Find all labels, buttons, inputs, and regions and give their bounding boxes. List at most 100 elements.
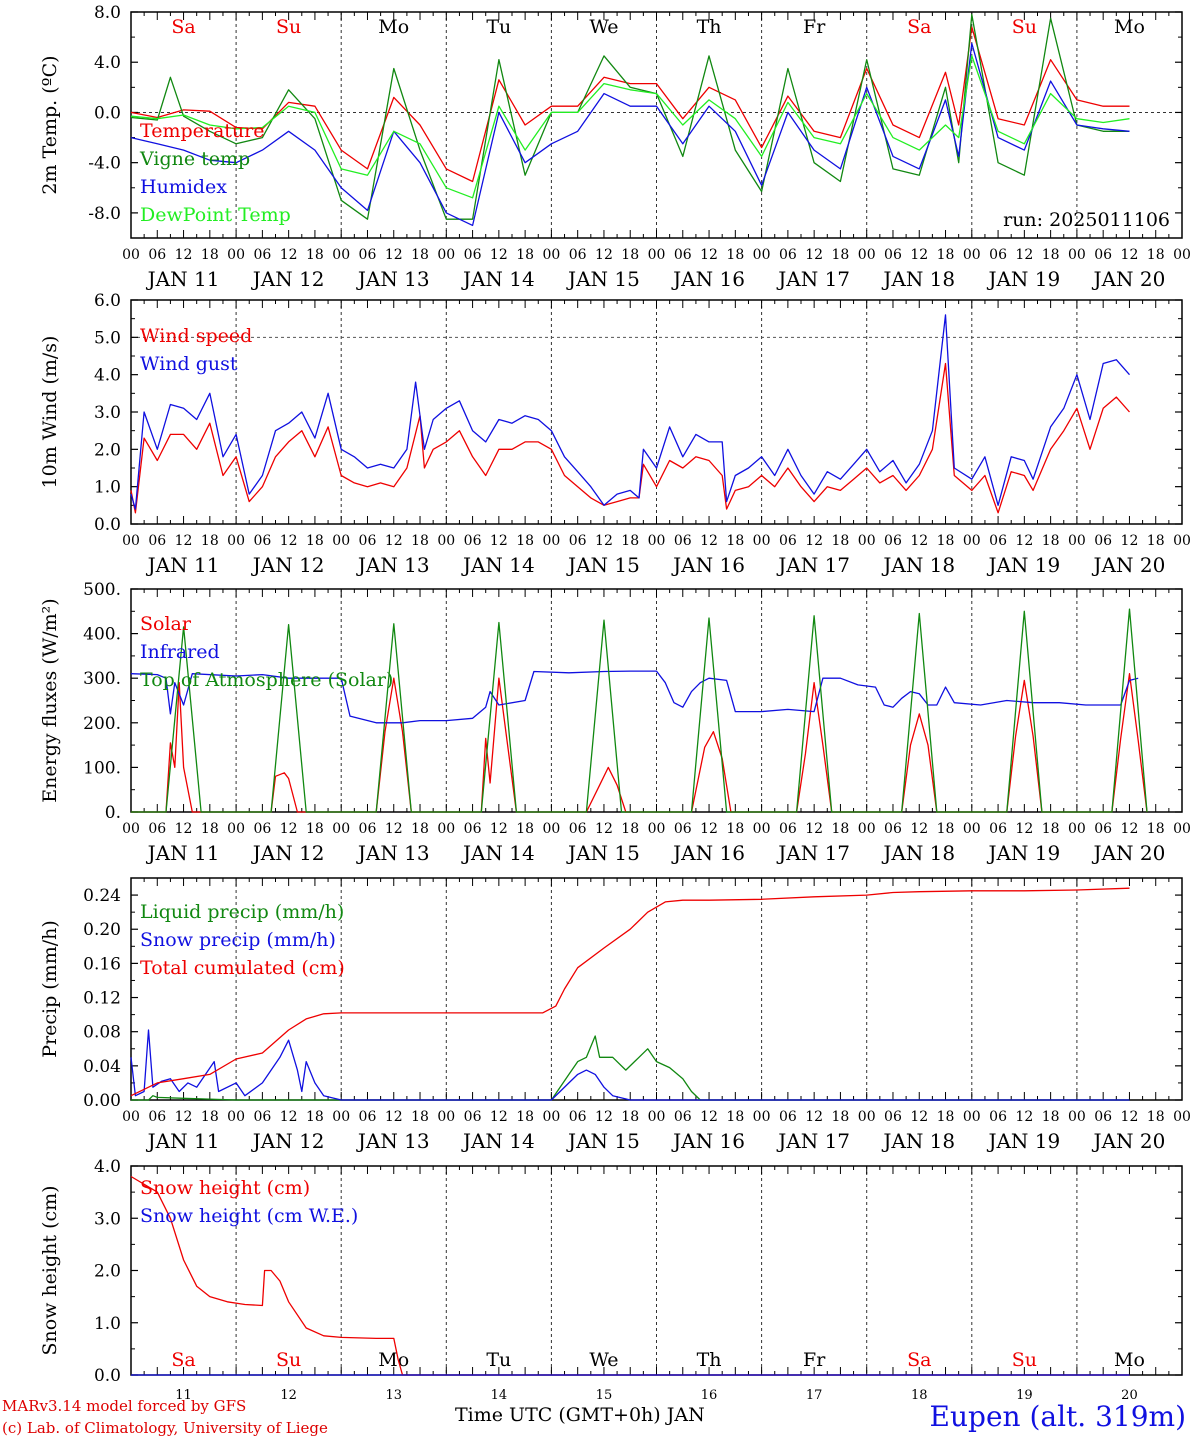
hour-tick-label: 12: [1015, 247, 1033, 263]
hour-tick-label: 18: [937, 533, 955, 549]
hour-tick-label: 06: [253, 247, 271, 263]
date-label: JAN 15: [566, 1129, 640, 1153]
date-label: JAN 20: [1092, 267, 1166, 291]
hour-tick-label: 12: [595, 1109, 613, 1125]
hour-tick-label: 00: [332, 533, 350, 549]
hour-tick-label: 00: [858, 821, 876, 837]
date-label: JAN 17: [776, 267, 850, 291]
panel-snow: 4.0 3.0 2.0 1.0 0.0 Snow height (cm) Sa Su Mo Tu W…: [39, 1157, 1183, 1403]
legend-entry: Vigne temp: [139, 148, 250, 170]
y-tick-label: 3.0: [94, 403, 121, 423]
weekday-label: Fr: [803, 1349, 826, 1371]
hour-tick-label: 06: [884, 1109, 902, 1125]
hour-tick-label: 06: [674, 247, 692, 263]
hour-tick-label: 18: [1147, 533, 1165, 549]
date-label: JAN 17: [776, 841, 850, 865]
hour-tick-label: 12: [910, 821, 928, 837]
date-label: JAN 18: [881, 841, 955, 865]
series-line-wind-speed: [130, 362, 1130, 514]
hour-tick-label: 12: [595, 821, 613, 837]
hour-tick-label: 18: [621, 1109, 639, 1125]
series-line-humidex: [130, 42, 1130, 227]
day-number-label: 11: [175, 1388, 192, 1403]
hour-tick-label: 06: [884, 821, 902, 837]
hour-tick-label: 00: [858, 247, 876, 263]
date-label: JAN 15: [566, 267, 640, 291]
y-axis-title: Energy fluxes (W/m²): [39, 598, 61, 802]
y-tick-label: 2.0: [94, 440, 121, 460]
hour-tick-label: 18: [1042, 821, 1060, 837]
y-tick-label: 0.0: [94, 103, 121, 123]
date-label: JAN 20: [1092, 1129, 1166, 1153]
hour-tick-label: 00: [437, 821, 455, 837]
hour-tick-label: 06: [148, 821, 166, 837]
hour-tick-label: 06: [464, 533, 482, 549]
hour-tick-label: 00: [648, 247, 666, 263]
date-label: JAN 16: [671, 267, 745, 291]
weekday-label: Th: [697, 1349, 722, 1371]
hour-tick-label: 06: [779, 247, 797, 263]
hour-tick-label: 18: [411, 1109, 429, 1125]
hour-tick-label: 12: [1015, 1109, 1033, 1125]
y-tick-label: 0.12: [83, 989, 121, 1009]
hour-tick-label: 18: [411, 247, 429, 263]
model-credit: MARv3.14 model forced by GFS: [2, 1397, 247, 1415]
day-number-label: 19: [1016, 1388, 1033, 1403]
y-tick-label: 0.0: [94, 1366, 121, 1386]
hour-tick-label: 12: [1121, 533, 1139, 549]
hour-tick-label: 12: [490, 821, 508, 837]
date-label: JAN 19: [986, 1129, 1060, 1153]
hour-tick-label: 12: [700, 247, 718, 263]
hour-tick-label: 12: [175, 533, 193, 549]
hour-tick-label: 06: [1094, 821, 1112, 837]
weekday-label: Su: [1012, 1349, 1037, 1371]
legend-entry: Top of Atmosphere (Solar): [140, 669, 393, 691]
hour-tick-label: 00: [648, 1109, 666, 1125]
hour-tick-label: 18: [726, 533, 744, 549]
legend-entry: Wind gust: [140, 353, 238, 375]
hour-tick-label: 12: [700, 821, 718, 837]
hour-tick-label: 18: [306, 821, 324, 837]
hour-tick-label: 06: [674, 1109, 692, 1125]
y-tick-label: 0.: [105, 803, 121, 823]
series-line-wind-gust: [130, 314, 1130, 510]
hour-tick-label: 18: [411, 533, 429, 549]
hour-tick-label: 00: [542, 821, 560, 837]
hour-tick-label: 00: [1068, 821, 1086, 837]
date-label: JAN 13: [356, 841, 430, 865]
hour-tick-label: 18: [832, 1109, 850, 1125]
panel-temp: 8.0 4.0 0.0 -4.0 -8.0 2m Temp. (ºC) 00 06 12 18 00…: [39, 3, 1191, 291]
hour-tick-label: 18: [516, 1109, 534, 1125]
date-label: JAN 20: [1092, 841, 1166, 865]
day-number-label: 17: [806, 1388, 823, 1403]
day-number-label: 13: [385, 1388, 402, 1403]
hour-tick-label: 18: [201, 821, 219, 837]
hour-tick-label: 18: [726, 1109, 744, 1125]
hour-tick-label: 12: [805, 533, 823, 549]
hour-tick-label: 00: [542, 533, 560, 549]
hour-tick-label: 00: [963, 1109, 981, 1125]
day-number-label: 18: [911, 1388, 928, 1403]
hour-tick-label: 00: [332, 247, 350, 263]
hour-tick-label: 00: [122, 533, 140, 549]
hour-tick-label: 18: [201, 247, 219, 263]
series-line-snow-precip-mm-h: [130, 1029, 1130, 1101]
weekday-label: Mo: [378, 1349, 409, 1371]
hour-tick-label: 12: [490, 1109, 508, 1125]
hour-tick-label: 12: [385, 821, 403, 837]
hour-tick-label: 06: [464, 1109, 482, 1125]
hour-tick-label: 00: [332, 1109, 350, 1125]
hour-tick-label: 12: [700, 1109, 718, 1125]
hour-tick-label: 06: [569, 247, 587, 263]
weekday-label: We: [589, 16, 618, 38]
y-tick-label: 3.0: [94, 1209, 121, 1229]
hour-tick-label: 06: [569, 1109, 587, 1125]
date-label: JAN 16: [671, 841, 745, 865]
weekday-label: Mo: [1114, 16, 1145, 38]
date-label: JAN 12: [251, 553, 325, 577]
hour-tick-label: 18: [832, 533, 850, 549]
day-number-label: 20: [1121, 1388, 1138, 1403]
y-axis-title: Snow height (cm): [39, 1185, 61, 1355]
weekday-label: Mo: [378, 16, 409, 38]
hour-tick-label: 06: [989, 821, 1007, 837]
